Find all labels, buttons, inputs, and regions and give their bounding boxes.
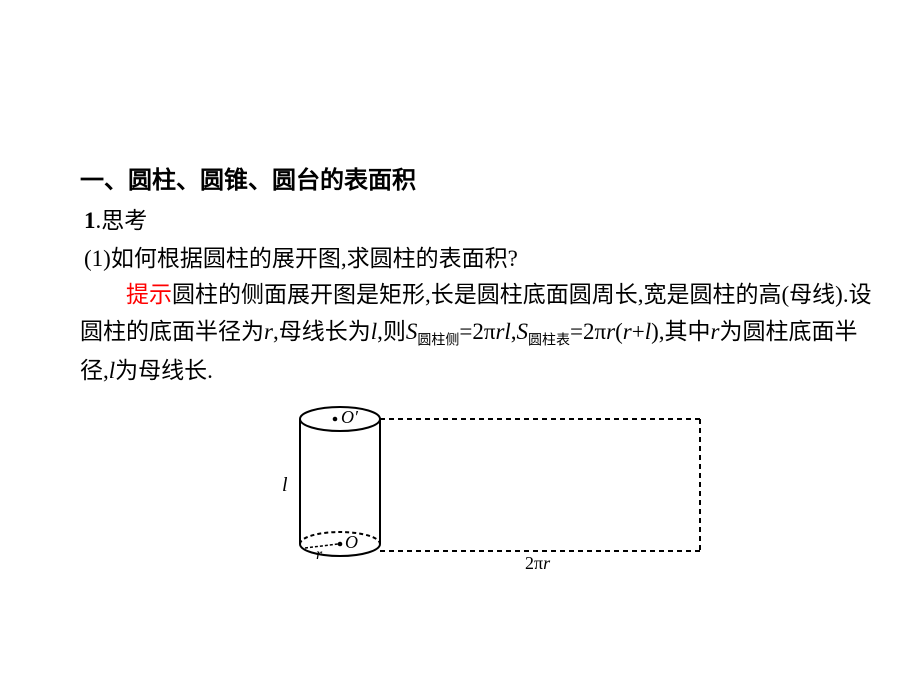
bottom-center-dot — [338, 541, 343, 546]
l-label: l — [282, 474, 288, 496]
sub-label: .思考 — [96, 208, 148, 233]
ans-d: ,其中 — [659, 319, 711, 344]
paren-close: ) — [651, 319, 659, 344]
question-line: (1)如何根据圆柱的展开图,求圆柱的表面积? — [84, 239, 880, 273]
hint-label: 提示 — [126, 282, 172, 307]
sub-surface: 圆柱表 — [528, 333, 570, 348]
r-label: r — [316, 546, 323, 563]
var-S: S — [406, 319, 418, 344]
ans-b: ,母线长为 — [273, 319, 371, 344]
q-text: 如何根据圆柱的展开图,求圆柱的表面积? — [111, 246, 518, 271]
paren-open: ( — [615, 319, 623, 344]
cylinder-unfold-diagram: O′ O r l 2πr — [250, 396, 710, 576]
var-r3: r — [606, 319, 615, 344]
answer-paragraph: 提示圆柱的侧面展开图是矩形,长是圆柱底面圆周长,宽是圆柱的高(母线).设圆柱的底… — [6, 277, 880, 390]
subheading: 1.思考 — [84, 201, 880, 235]
plus: + — [632, 319, 645, 344]
var-r4: r — [623, 319, 632, 344]
diagram-container: O′ O r l 2πr — [80, 396, 880, 581]
perim-label: 2πr — [525, 553, 551, 573]
top-center-dot — [333, 416, 338, 421]
sub-number: 1 — [84, 208, 96, 233]
o-prime-label: O′ — [341, 407, 359, 427]
ans-f: 为母线长. — [115, 358, 213, 383]
eq1a: =2π — [459, 319, 495, 344]
section-heading: 一、圆柱、圆锥、圆台的表面积 — [80, 160, 880, 195]
var-S2: S — [517, 319, 529, 344]
var-r: r — [264, 319, 273, 344]
q-number: (1) — [84, 246, 111, 271]
slide-content: 一、圆柱、圆锥、圆台的表面积 1.思考 (1)如何根据圆柱的展开图,求圆柱的表面… — [80, 160, 880, 581]
sub-lateral: 圆柱侧 — [417, 333, 459, 348]
cyl-top-ellipse — [300, 407, 380, 431]
ans-c: ,则 — [377, 319, 406, 344]
eq2a: =2π — [570, 319, 606, 344]
o-label: O — [345, 532, 358, 552]
